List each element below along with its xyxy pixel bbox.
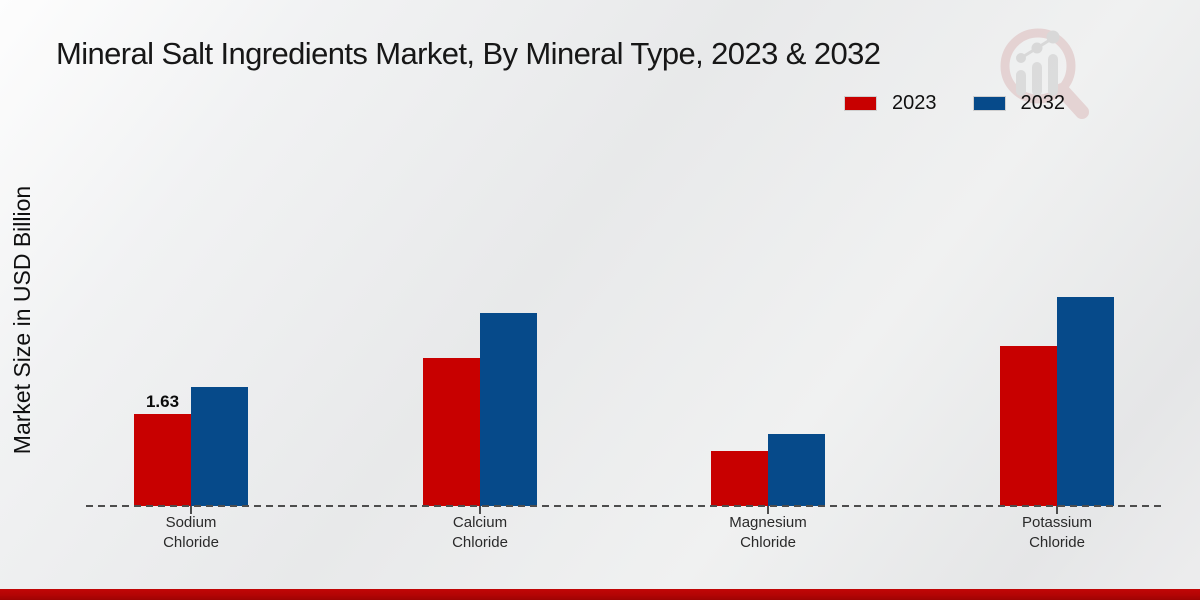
data-label: 1.63 xyxy=(145,392,180,411)
legend: 2023 2032 xyxy=(844,92,1065,115)
legend-swatch-2032 xyxy=(972,96,1006,111)
bar-2023-category-3 xyxy=(1000,346,1057,506)
category-label: Potassium Chloride xyxy=(1021,514,1093,551)
x-axis-tick xyxy=(479,506,481,514)
legend-label-2032: 2032 xyxy=(1020,92,1066,114)
bar-2032-category-2 xyxy=(768,434,825,506)
legend-label-2023: 2023 xyxy=(892,92,937,114)
bar-2032-category-1 xyxy=(480,313,537,506)
legend-swatch-2023 xyxy=(844,96,877,111)
bar-2023-category-1 xyxy=(423,358,480,506)
chart-title: Mineral Salt Ingredients Market, By Mine… xyxy=(56,36,881,71)
x-axis-baseline xyxy=(86,505,1164,507)
legend-item-2023: 2023 xyxy=(844,92,937,115)
x-axis-tick xyxy=(190,506,192,514)
legend-item-2032: 2032 xyxy=(972,92,1066,115)
x-axis-tick xyxy=(1056,506,1058,514)
bar-2023-category-2 xyxy=(711,451,768,506)
bar-2023-category-0 xyxy=(134,414,191,506)
magnifier-bar-chart-logo-icon xyxy=(1000,28,1089,119)
category-label: Sodium Chloride xyxy=(163,514,219,551)
footer-accent-bar xyxy=(0,589,1200,600)
bar-2032-category-3 xyxy=(1057,297,1114,506)
category-label: Calcium Chloride xyxy=(452,514,508,551)
bar-2032-category-0 xyxy=(191,387,248,506)
category-label: Magnesium Chloride xyxy=(729,514,807,551)
x-axis-tick xyxy=(767,506,769,514)
